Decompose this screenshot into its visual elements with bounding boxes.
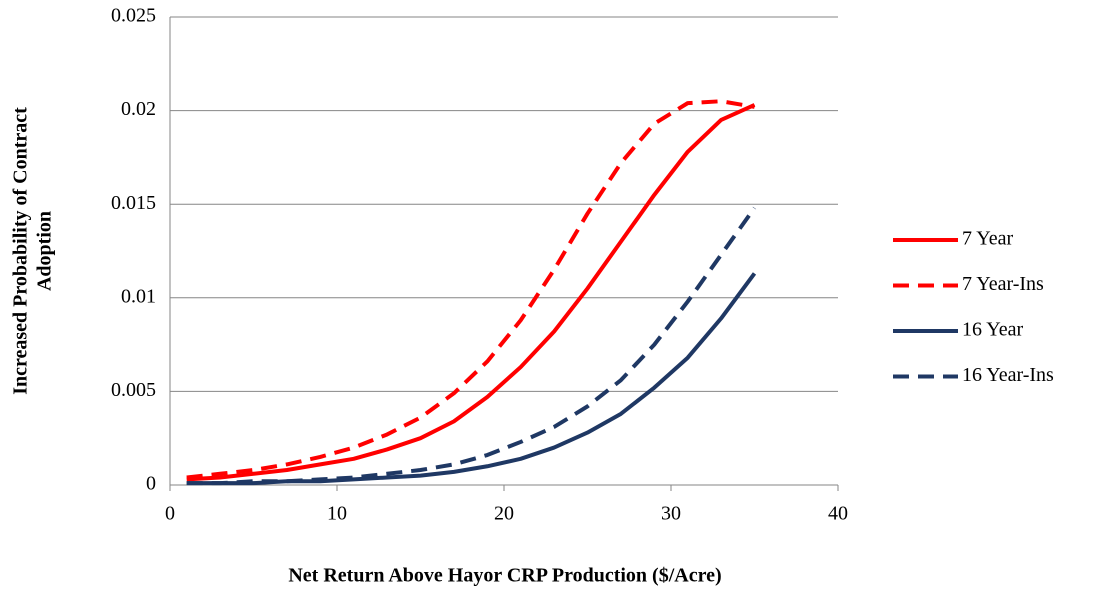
x-tick-label: 20 (494, 503, 514, 525)
legend-label: 7 Year (962, 228, 1013, 250)
x-axis-label: Net Return Above Hayor CRP Production ($… (288, 565, 721, 587)
legend-label: 7 Year-Ins (962, 273, 1044, 295)
legend-label: 16 Year (962, 319, 1023, 341)
x-tick-label: 30 (661, 503, 681, 525)
y-tick-label: 0.01 (121, 285, 156, 307)
y-tick-label: 0.015 (111, 192, 156, 214)
y-tick-label: 0.02 (121, 98, 156, 120)
y-tick-label: 0 (146, 473, 156, 495)
legend-label: 16 Year-Ins (962, 364, 1054, 386)
series-line (186, 272, 757, 486)
series-line (186, 99, 755, 480)
x-tick-label: 0 (165, 503, 175, 525)
x-tick-label: 40 (828, 503, 848, 525)
series-line (186, 103, 756, 482)
y-axis-label: Increased Probability of Contract (10, 107, 32, 395)
y-tick-label: 0.025 (111, 5, 156, 27)
series-line (186, 206, 757, 486)
x-tick-label: 10 (327, 503, 347, 525)
y-axis-label: Adoption (34, 211, 56, 291)
y-tick-label: 0.005 (111, 379, 156, 401)
